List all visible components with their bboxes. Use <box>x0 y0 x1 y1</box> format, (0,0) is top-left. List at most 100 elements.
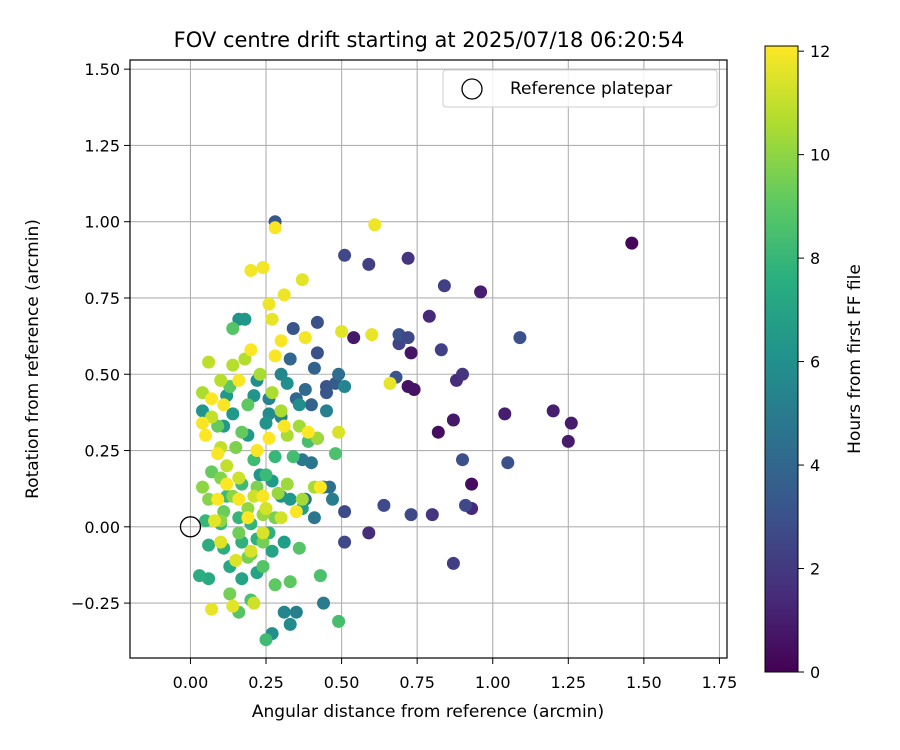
scatter-point <box>220 477 234 491</box>
scatter-point <box>368 218 382 232</box>
scatter-point <box>295 273 309 287</box>
scatter-point <box>404 346 418 360</box>
scatter-point <box>259 468 273 482</box>
scatter-point <box>244 343 258 357</box>
scatter-point <box>247 389 261 403</box>
scatter-point <box>404 508 418 522</box>
colorbar-gradient <box>764 45 799 673</box>
scatter-point <box>320 386 333 400</box>
scatter-point <box>229 441 243 454</box>
reference-marker <box>179 516 202 538</box>
scatter-point <box>256 560 270 573</box>
y-tick-label: 0.50 <box>84 365 120 384</box>
scatter-point <box>220 459 234 473</box>
scatter-point <box>244 544 258 558</box>
scatter-point <box>362 526 376 540</box>
scatter-point <box>259 633 273 647</box>
scatter-point <box>205 602 219 616</box>
scatter-point <box>271 486 285 500</box>
scatter-point <box>377 498 391 512</box>
scatter-point <box>226 407 240 421</box>
scatter-point <box>283 492 297 506</box>
scatter-point <box>338 380 352 393</box>
scatter-point <box>431 425 445 439</box>
y-tick-label: 1.50 <box>84 60 120 79</box>
scatter-point <box>217 398 231 412</box>
scatter-point <box>262 297 276 311</box>
grid <box>130 60 727 658</box>
scatter-point <box>338 535 352 549</box>
y-axis-ticks: −0.25 0.00 0.25 0.50 0.75 1.00 1.25 1.50 <box>71 60 130 613</box>
scatter-point <box>208 514 222 528</box>
scatter-point <box>323 480 336 494</box>
scatter-point <box>232 526 246 540</box>
scatter-point <box>329 447 342 461</box>
scatter-point <box>250 444 264 457</box>
scatter-point <box>205 465 219 479</box>
colorbar-ticks: 0 2 4 6 8 10 12 <box>798 42 830 682</box>
scatter-point <box>268 349 282 363</box>
x-tick-label: 1.50 <box>626 673 662 692</box>
scatter-point <box>338 505 352 519</box>
scatter-point <box>265 544 279 558</box>
scatter-point <box>277 535 291 549</box>
scatter-point <box>459 498 472 512</box>
scatter-point <box>301 425 315 439</box>
scatter-point <box>256 526 270 540</box>
scatter-point <box>274 367 288 381</box>
scatter-point <box>211 419 225 433</box>
scatter-point <box>437 279 451 293</box>
scatter-point <box>407 383 421 396</box>
scatter-point <box>232 373 246 387</box>
scatter-point <box>196 386 209 400</box>
scatter-point <box>262 431 276 445</box>
scatter-point <box>295 492 309 506</box>
scatter-point <box>202 355 216 369</box>
scatter-point <box>401 331 415 345</box>
scatter-point <box>564 416 578 430</box>
scatter-point <box>307 361 321 375</box>
scatter-point <box>317 596 330 610</box>
legend-box <box>442 69 718 108</box>
x-tick-label: 0.00 <box>173 673 209 692</box>
colorbar-tick-label: 12 <box>810 42 830 61</box>
scatter-point <box>332 614 346 628</box>
scatter-point <box>211 492 225 506</box>
scatter-point <box>422 309 436 323</box>
scatter-point <box>199 514 213 528</box>
scatter-point <box>434 343 448 357</box>
scatter-point <box>313 569 327 583</box>
scatter-point <box>247 596 261 610</box>
scatter-point <box>310 431 324 445</box>
scatter-point <box>280 376 294 390</box>
scatter-point <box>332 367 346 381</box>
scatter-point <box>232 471 246 485</box>
scatter-point <box>277 419 291 433</box>
x-axis-label: Angular distance from reference (arcmin) <box>252 702 604 722</box>
x-tick-label: 1.75 <box>702 673 738 692</box>
scatter-point <box>280 477 294 491</box>
scatter-point <box>202 492 216 506</box>
scatter-point <box>362 257 376 271</box>
scatter-point <box>326 492 339 506</box>
scatter-point <box>561 434 575 448</box>
scatter-point <box>446 413 460 427</box>
scatter-point <box>283 352 297 366</box>
scatter-point <box>446 556 460 570</box>
y-axis-label: Rotation from reference (arcmin) <box>23 219 43 499</box>
scatter-point <box>232 511 246 525</box>
scatter-point <box>238 312 252 326</box>
x-tick-label: 1.25 <box>550 673 586 692</box>
scatter-point <box>474 285 488 299</box>
scatter-point <box>268 221 282 235</box>
scatter-point <box>401 251 415 265</box>
scatter-point <box>274 404 288 418</box>
colorbar-label: Hours from first FF file <box>845 264 865 454</box>
chart-title: FOV centre drift starting at 2025/07/18 … <box>174 28 685 52</box>
scatter-point <box>332 425 346 439</box>
scatter-point <box>335 325 349 338</box>
scatter-point <box>202 538 216 552</box>
scatter-point <box>226 322 240 335</box>
scatter-point <box>392 337 406 351</box>
